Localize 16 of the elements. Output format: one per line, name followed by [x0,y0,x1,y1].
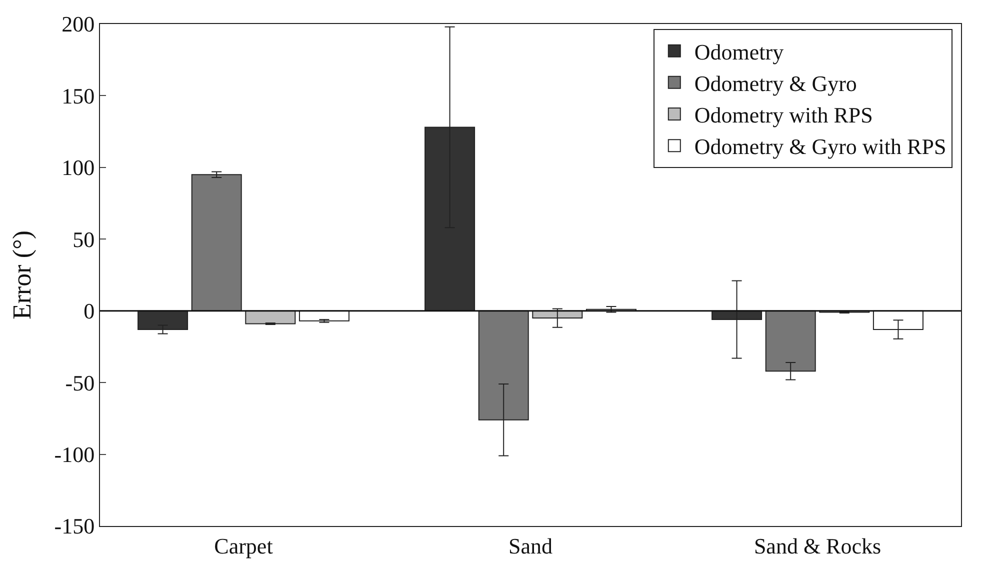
x-tick-label: Carpet [214,533,273,558]
y-tick-label: 50 [72,226,95,252]
y-tick-label: 200 [62,12,95,37]
y-tick-label: 150 [62,83,95,108]
y-tick-label: 0 [84,298,95,324]
legend-label: Odometry [694,39,784,64]
y-tick-label: -100 [54,442,95,467]
x-tick-label: Sand [508,533,552,558]
y-tick-label: 100 [62,155,95,180]
y-tick-label: -50 [65,370,95,396]
x-tick-label: Sand & Rocks [754,533,882,558]
y-tick-label: -150 [54,514,95,539]
legend-label: Odometry & Gyro with RPS [694,134,946,160]
legend-label: Odometry with RPS [694,102,873,128]
legend-label: Odometry & Gyro [694,71,857,96]
y-axis-title: Error (°) [8,230,37,320]
